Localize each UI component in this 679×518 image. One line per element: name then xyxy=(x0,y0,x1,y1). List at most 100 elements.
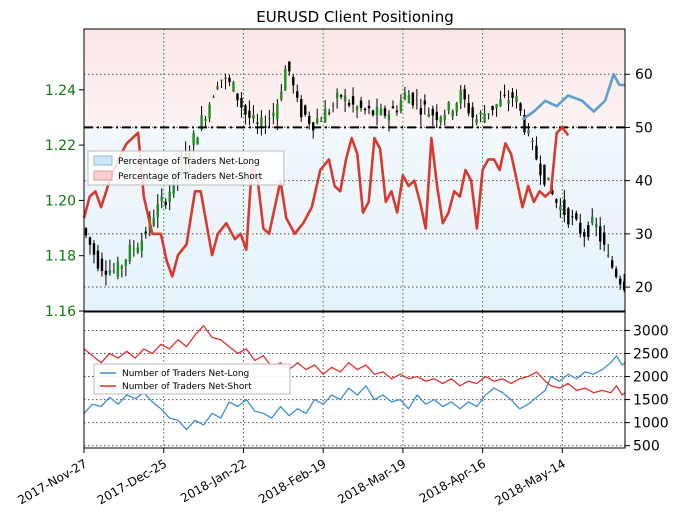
candle-body xyxy=(531,140,534,143)
candle-body xyxy=(260,117,263,127)
candle-body xyxy=(547,177,550,180)
candle-body xyxy=(395,110,399,113)
count-tick-label: 500 xyxy=(633,439,660,455)
trader-count-axis: 500 1000 1500 2000 2500 3000 xyxy=(625,323,669,455)
legend-swatch-net-short xyxy=(93,170,113,181)
count-tick-label: 2000 xyxy=(633,370,669,386)
candle-body xyxy=(527,129,530,134)
bottom-legend: Number of Traders Net-Long Number of Tra… xyxy=(93,363,291,395)
candle-body xyxy=(168,191,171,202)
percentage-tick-label: 60 xyxy=(635,67,653,83)
top-legend-box xyxy=(87,150,285,186)
candle-body xyxy=(427,114,431,117)
candle-body xyxy=(499,99,502,107)
percentage-lines xyxy=(82,72,625,278)
bottom-panel-frame xyxy=(83,311,626,449)
date-tick-label: 2018-Jan-22 xyxy=(178,456,249,505)
candle-body xyxy=(292,76,295,86)
candle-body xyxy=(124,259,128,266)
candle-body xyxy=(551,190,554,195)
candle-body xyxy=(300,98,303,118)
price-tick-label: 1.22 xyxy=(45,138,76,154)
count-tick-label: 3000 xyxy=(633,323,669,339)
candle-body xyxy=(204,118,207,121)
candle-body xyxy=(419,108,423,115)
candle-body xyxy=(156,203,159,218)
candle-body xyxy=(120,266,124,269)
candle-body xyxy=(208,104,211,119)
candle-body xyxy=(359,100,363,108)
candle-body xyxy=(483,113,486,123)
candle-body xyxy=(607,254,610,257)
legend-swatch-net-long xyxy=(93,155,113,166)
candle-body xyxy=(200,115,203,130)
candle-body xyxy=(256,122,259,124)
candle-body xyxy=(591,216,594,224)
candle-body xyxy=(132,248,136,250)
candle-body xyxy=(622,281,626,290)
candle-body xyxy=(196,137,199,145)
candle-body xyxy=(451,110,454,117)
candle-body xyxy=(268,118,271,120)
candle-body xyxy=(563,199,566,215)
price-tick-label: 1.16 xyxy=(45,304,76,320)
candle-body xyxy=(88,237,92,245)
percentage-tick-label: 50 xyxy=(635,120,653,136)
candle-body xyxy=(327,112,331,114)
series-line-percentage-of-traders-net-long xyxy=(521,72,625,121)
candle-body xyxy=(403,92,407,100)
candle-body xyxy=(479,112,482,115)
candle-body xyxy=(212,96,215,98)
candle-body xyxy=(559,205,562,211)
candle-body xyxy=(595,223,598,228)
candle-body xyxy=(160,196,163,201)
candle-body xyxy=(431,108,435,116)
candle-body xyxy=(599,226,602,242)
candle-body xyxy=(296,91,299,98)
candle-body xyxy=(535,145,538,160)
candle-body xyxy=(144,231,147,234)
price-candles xyxy=(84,61,626,292)
candle-body xyxy=(455,103,458,112)
candle-body xyxy=(136,247,140,253)
candle-body xyxy=(503,94,506,96)
candle-body xyxy=(192,132,195,145)
candle-body xyxy=(319,120,323,122)
candle-body xyxy=(583,232,586,237)
legend-label-count-long: Number of Traders Net-Long xyxy=(122,369,249,379)
candle-body xyxy=(475,118,478,123)
price-axis: 1.16 1.18 1.20 1.22 1.24 xyxy=(45,83,84,320)
candle-body xyxy=(407,95,411,104)
date-tick-label: 2018-May-14 xyxy=(492,456,567,508)
candle-body xyxy=(543,164,546,185)
candle-body xyxy=(571,216,574,218)
candle-body xyxy=(519,103,522,111)
candle-body xyxy=(216,86,219,89)
candle-body xyxy=(391,106,395,109)
candle-body xyxy=(610,260,614,268)
percentage-axis: 20 30 40 50 60 xyxy=(625,67,653,296)
legend-label-net-short: Percentage of Traders Net-Short xyxy=(118,172,263,182)
candle-body xyxy=(84,228,88,236)
candle-body xyxy=(164,201,167,206)
candle-body xyxy=(112,270,116,272)
candle-body xyxy=(240,98,243,108)
candle-body xyxy=(331,104,335,106)
candle-body xyxy=(567,208,570,225)
candle-body xyxy=(343,95,347,102)
candle-body xyxy=(100,258,104,272)
candle-body xyxy=(140,240,144,251)
candle-body xyxy=(383,108,387,116)
series-line-percentage-of-traders-net-short xyxy=(82,126,570,278)
candle-body xyxy=(507,100,510,104)
candle-body xyxy=(555,199,558,203)
series-line-number-of-traders-net-long xyxy=(83,355,626,431)
chart-title: EURUSD Client Positioning xyxy=(256,8,454,26)
candle-body xyxy=(371,110,375,116)
top-panel-frame xyxy=(83,28,626,312)
candle-body xyxy=(459,90,462,104)
candle-body xyxy=(232,81,235,92)
candle-body xyxy=(491,105,494,111)
candle-body xyxy=(363,108,367,111)
